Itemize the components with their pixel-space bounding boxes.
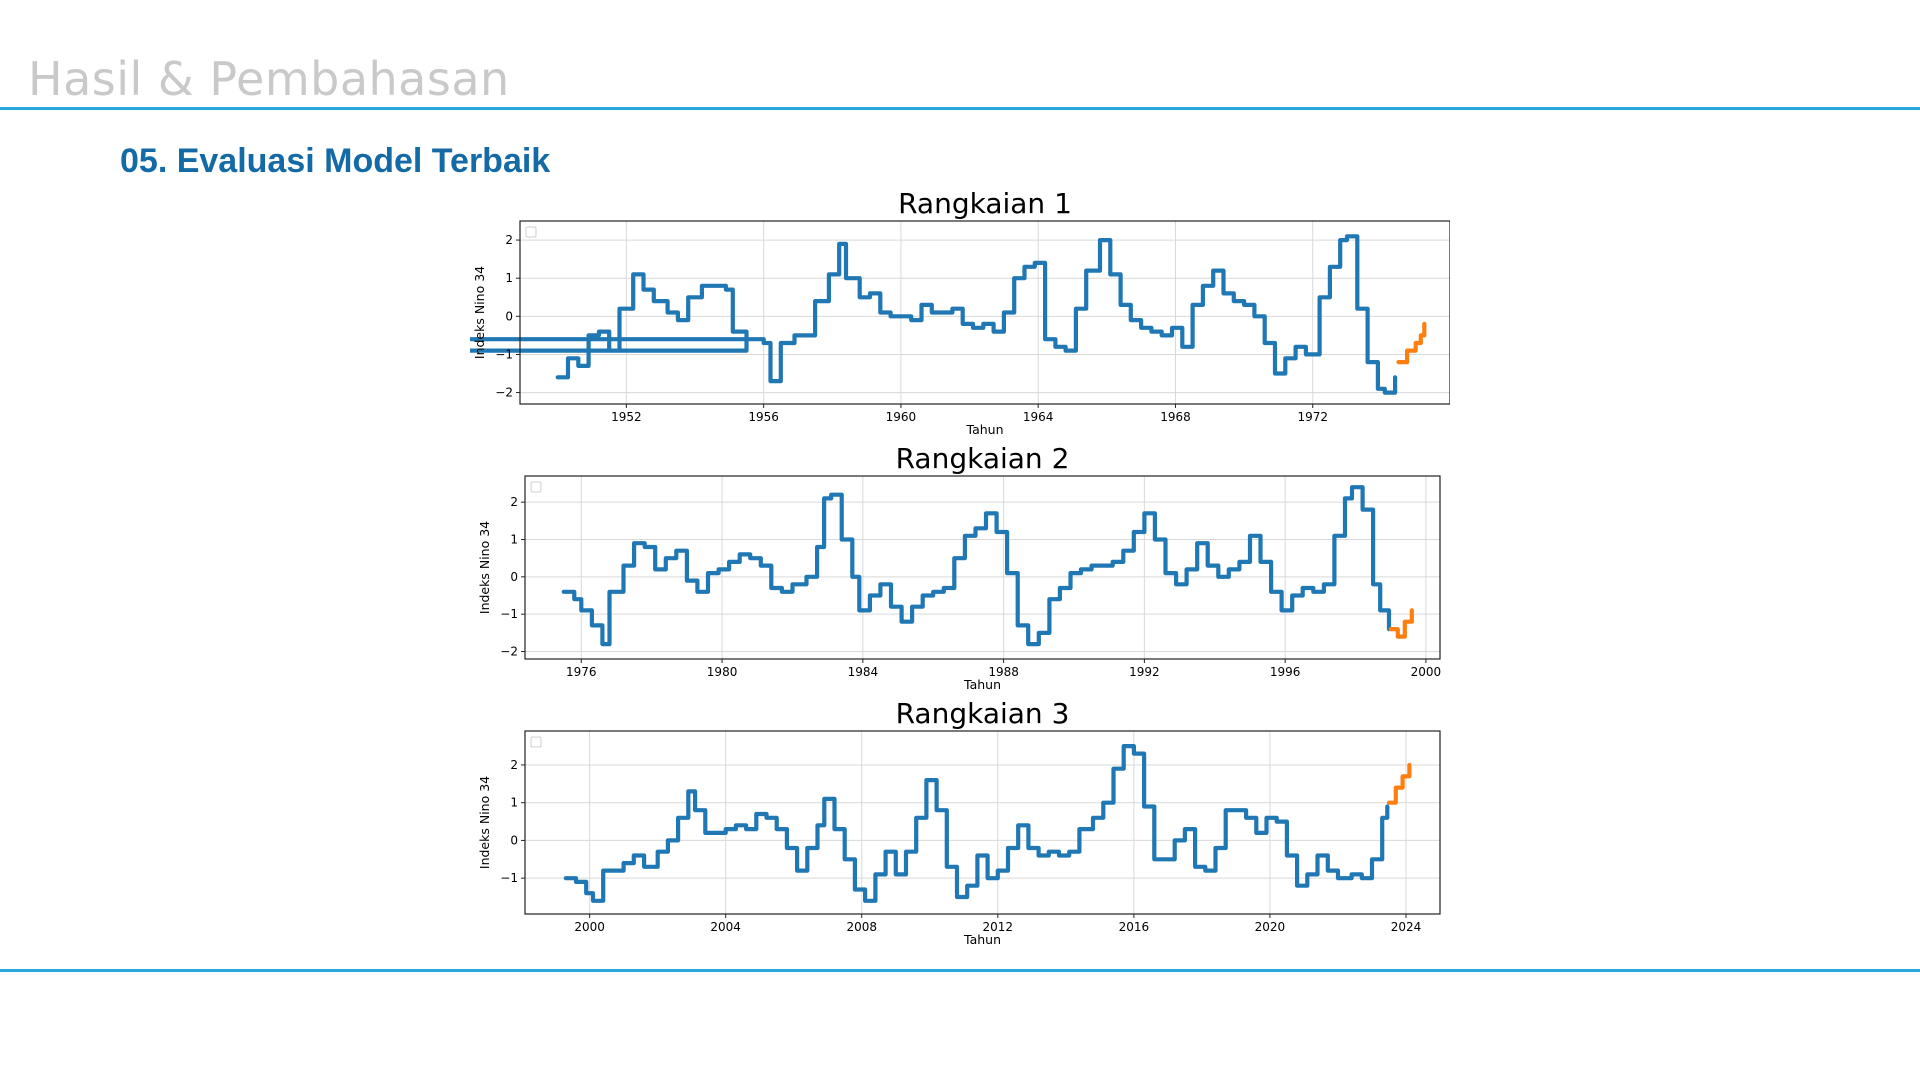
series-line-1: [561, 485, 1392, 647]
x-tick-label: 1984: [848, 665, 879, 679]
x-tick-label: 2024: [1391, 920, 1422, 934]
legend-box: [525, 226, 537, 238]
x-tick-label: 1960: [886, 410, 917, 424]
y-tick-label: 0: [505, 309, 513, 323]
y-tick-label: −1: [500, 871, 518, 885]
chart-title: Rangkaian 2: [896, 442, 1070, 475]
y-tick-label: 2: [510, 758, 518, 772]
series-line-1: [470, 234, 1398, 395]
y-tick-label: −1: [500, 607, 518, 621]
chart-title: Rangkaian 1: [898, 187, 1072, 220]
x-tick-label: 2004: [710, 920, 741, 934]
plot-frame: [524, 730, 1441, 915]
x-tick-label: 2012: [983, 920, 1014, 934]
y-tick-label: 1: [510, 532, 518, 546]
series-line-2: [1388, 608, 1414, 639]
slide-header-title: Hasil & Pembahasan: [28, 52, 510, 106]
y-tick-label: 2: [510, 495, 518, 509]
charts-svg: Rangkaian 1 1952 1956 1960 1964 1968 1972 −2 −1 0…: [470, 187, 1450, 947]
series-line-2: [1396, 321, 1427, 365]
plot-area: [525, 476, 1440, 659]
y-tick-label: 1: [510, 796, 518, 810]
x-tick-label: 1976: [566, 665, 597, 679]
footer-divider: [0, 969, 1920, 972]
legend-box: [530, 481, 542, 493]
y-tick-label: 2: [505, 233, 513, 247]
x-axis-label: Tahun: [966, 422, 1004, 437]
x-axis-label: Tahun: [963, 677, 1001, 692]
x-tick-label: 1980: [707, 665, 738, 679]
x-tick-label: 2016: [1119, 920, 1150, 934]
x-tick-label: 2020: [1255, 920, 1286, 934]
legend-box: [530, 736, 542, 748]
chart-title: Rangkaian 3: [896, 697, 1070, 730]
y-tick-label: −2: [495, 386, 513, 400]
series-line-2: [1386, 762, 1412, 805]
plot-frame: [524, 475, 1441, 660]
chart-panel-1: Rangkaian 1 1952 1956 1960 1964 1968 1972 −2 −1 0…: [470, 187, 1450, 437]
x-tick-label: 1968: [1160, 410, 1191, 424]
y-axis-label: Indeks Nino 34: [472, 266, 487, 359]
y-axis-label: Indeks Nino 34: [477, 776, 492, 869]
y-tick-label: 0: [510, 570, 518, 584]
header-divider: [0, 107, 1920, 110]
y-tick-label: −1: [495, 347, 513, 361]
plot-frame: [519, 220, 1450, 405]
x-tick-label: 1988: [988, 665, 1019, 679]
section-title: 05. Evaluasi Model Terbaik: [120, 142, 551, 180]
plot-area: [520, 221, 1450, 404]
x-tick-label: 1996: [1270, 665, 1301, 679]
x-axis-label: Tahun: [963, 932, 1001, 947]
y-tick-label: 0: [510, 833, 518, 847]
x-tick-label: 1952: [611, 410, 642, 424]
series-line-1: [563, 743, 1390, 903]
x-tick-label: 1964: [1023, 410, 1054, 424]
y-axis-label: Indeks Nino 34: [477, 521, 492, 614]
chart-panel-2: Rangkaian 2 1976 1980 1984 1988 1992 1996 2000 −…: [477, 442, 1441, 692]
charts-figure: Rangkaian 1 1952 1956 1960 1964 1968 1972 −2 −1 0…: [470, 185, 1450, 955]
y-tick-label: 1: [505, 271, 513, 285]
x-tick-label: 1972: [1297, 410, 1328, 424]
x-tick-label: 1992: [1129, 665, 1160, 679]
chart-panel-3: Rangkaian 3 2000 2004 2008 2012 2016 2020 2024 −…: [477, 697, 1441, 947]
x-tick-label: 2008: [846, 920, 877, 934]
y-tick-label: −2: [500, 645, 518, 659]
x-tick-label: 2000: [1411, 665, 1442, 679]
x-tick-label: 1956: [748, 410, 779, 424]
x-tick-label: 2000: [574, 920, 605, 934]
